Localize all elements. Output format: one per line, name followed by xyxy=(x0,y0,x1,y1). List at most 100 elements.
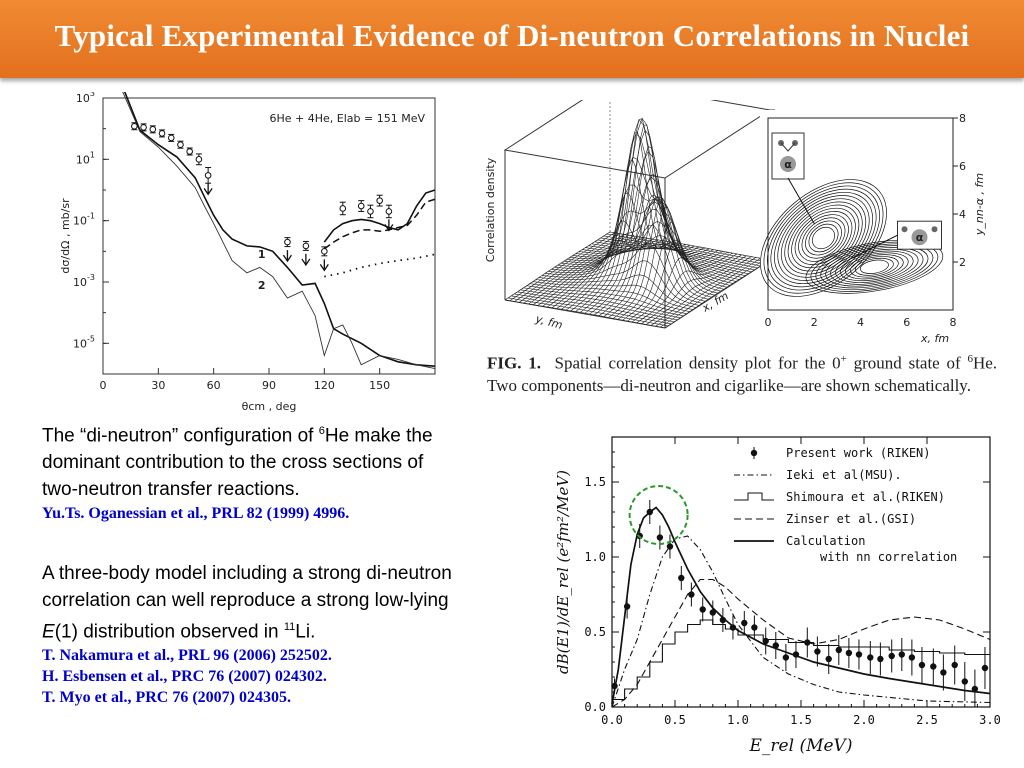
x-tick-label: 120 xyxy=(314,379,335,392)
x-tick-label: 0.0 xyxy=(601,713,623,727)
data-point xyxy=(149,126,157,133)
y-tick-label: 1.0 xyxy=(584,550,606,564)
x-tick-label: 8 xyxy=(950,316,957,329)
histogram-shimoura xyxy=(611,619,990,707)
contour-ring-dineutron xyxy=(794,211,853,265)
e1-distribution-chart: 0.0 0.5 1.0 1.5 2.0 2.5 3.0 0.0 0.5 1.0 1.5 E_rel (… xyxy=(554,436,1001,756)
x-axis-label: θcm , deg xyxy=(242,400,297,413)
e1-panel: 0.0 0.5 1.0 1.5 2.0 2.5 3.0 0.0 0.5 1.0 1.5 E_rel (… xyxy=(548,425,1008,765)
y-tick-label: 101 xyxy=(76,150,95,166)
surface-mesh-line xyxy=(580,118,686,313)
surface-mesh-line xyxy=(514,233,620,302)
inset-pointer xyxy=(787,177,815,224)
contour-ring-dineutron xyxy=(760,179,887,297)
box-top xyxy=(503,100,772,179)
series-line-dashdot xyxy=(611,535,991,708)
data-point xyxy=(284,238,291,246)
reference-myo: T. Myo et al., PRC 76 (2007) 024305. xyxy=(42,689,291,707)
data-point xyxy=(385,208,393,215)
data-point xyxy=(367,208,374,215)
caption-text-a: Spatial correlation density plot for the… xyxy=(554,353,841,373)
data-point xyxy=(376,197,383,204)
reference-esbensen: H. Esbensen et al., PRC 76 (2007) 024302… xyxy=(42,668,327,686)
series-line-upper-solid xyxy=(323,189,436,243)
text-line: two-neutron transfer reactions. xyxy=(42,479,300,501)
legend-label: Zinser et al.(GSI) xyxy=(786,512,916,526)
text-line: The “di-neutron” configuration of 6He ma… xyxy=(42,418,542,449)
data-point xyxy=(656,534,664,541)
neutron-dot xyxy=(931,226,938,233)
data-point xyxy=(908,654,916,661)
y-tick-label: 6 xyxy=(959,160,966,173)
surface-mesh-line xyxy=(622,221,728,321)
surface-mesh-line xyxy=(650,257,757,326)
contour-ring-cigar xyxy=(815,243,934,291)
surface-mesh-line xyxy=(603,199,709,317)
curve-label-1: 1 xyxy=(258,248,266,261)
data-point xyxy=(699,606,706,613)
surface-mesh-line xyxy=(641,255,747,324)
surface-mesh-line xyxy=(570,159,677,312)
data-point xyxy=(741,619,748,627)
data-point xyxy=(678,574,685,582)
y-tick-label: 4 xyxy=(959,208,966,221)
data-point xyxy=(898,651,905,658)
surface-y-label: y, fm xyxy=(533,312,564,332)
alpha-label: α xyxy=(784,158,792,171)
neutron-dot xyxy=(901,226,908,233)
surface-mesh-line xyxy=(664,259,771,329)
contour-ring-dineutron xyxy=(773,191,874,285)
upper-limit-arrow xyxy=(384,219,394,232)
contour-ring-dineutron xyxy=(763,182,884,294)
x-tick-label: 0 xyxy=(765,316,772,329)
x-axis-label: x, fm xyxy=(920,332,949,345)
contour-panel: α α 0 2 4 6 8 2 4 6 8 x, fm y_nn-α , fm xyxy=(760,110,1000,345)
series-line-solid xyxy=(611,506,991,705)
series-line-upper-dashed xyxy=(323,198,436,250)
series-line-dotted xyxy=(324,253,436,278)
data-point xyxy=(140,124,147,131)
data-point xyxy=(951,661,958,669)
x-tick-label: 0 xyxy=(100,379,107,392)
x-tick-label: 30 xyxy=(151,379,165,392)
x-tick-label: 3.0 xyxy=(979,713,1001,727)
y-tick-label: 10-3 xyxy=(73,273,95,289)
data-point xyxy=(845,649,853,657)
surface-mesh-line xyxy=(533,236,639,305)
contour-ring-cigar xyxy=(845,254,904,280)
contour-ring-dineutron xyxy=(777,195,870,281)
series-line-2 xyxy=(122,92,436,370)
surface-mesh-line xyxy=(547,238,653,308)
data-point xyxy=(814,648,821,655)
x-tick-label: 90 xyxy=(262,379,276,392)
data-point xyxy=(918,661,926,669)
data-point xyxy=(971,685,979,693)
caption-text-b: ground state of xyxy=(846,353,968,373)
data-point xyxy=(961,678,968,685)
y-axis-label: dB(E1)/dE_rel (e²fm²/MeV) xyxy=(554,470,572,674)
highlight-circle xyxy=(628,485,689,545)
caption-sup-b: 6 xyxy=(967,353,973,365)
contour-ring-dineutron xyxy=(767,185,880,291)
caption-text-c: He. Two components—di-neutron and cigarl… xyxy=(487,353,998,395)
chart-annotation: 6He + 4He, Elab = 151 MeV xyxy=(270,112,426,125)
y-tick-label: 8 xyxy=(959,112,966,125)
curve-label-2: 2 xyxy=(258,279,266,292)
x-tick-label: 4 xyxy=(857,316,864,329)
contour-ring-dineutron xyxy=(791,207,856,269)
data-point xyxy=(930,663,937,670)
surface-mesh-line xyxy=(636,254,742,324)
surface-mesh-line xyxy=(509,232,615,302)
upper-limit-arrow xyxy=(203,183,213,196)
contour-ring-dineutron xyxy=(805,220,842,256)
title-bar: Typical Experimental Evidence of Di-neut… xyxy=(0,0,1024,78)
series-line-dashed xyxy=(611,578,991,708)
surface-mesh-line xyxy=(535,274,696,308)
data-point xyxy=(782,654,790,661)
z-axis-label: Correlation density xyxy=(484,157,497,262)
data-point xyxy=(867,654,874,661)
surface-mesh-line xyxy=(518,234,625,303)
